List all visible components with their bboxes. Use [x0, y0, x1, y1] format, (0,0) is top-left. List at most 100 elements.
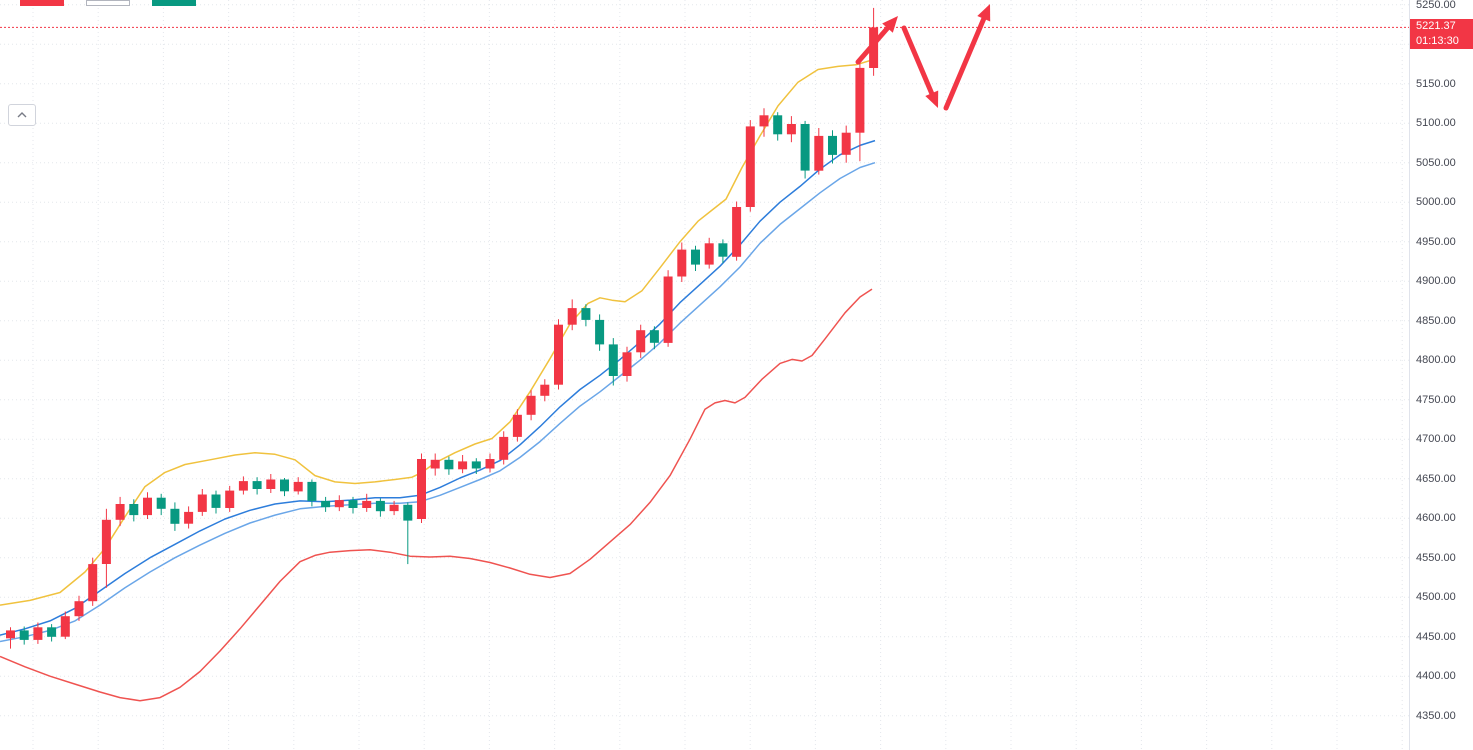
price-axis-label: 4450.00	[1416, 630, 1456, 643]
candle-body	[855, 67, 865, 133]
price-axis-label: 4500.00	[1416, 591, 1456, 604]
candle-body	[321, 500, 331, 508]
price-axis-label: 5150.00	[1416, 77, 1456, 90]
price-axis-label: 5100.00	[1416, 117, 1456, 130]
candle-body	[745, 126, 755, 207]
series-swatch-green[interactable]	[152, 0, 196, 6]
ma-slow-line[interactable]	[0, 161, 876, 643]
candle-body	[608, 344, 618, 376]
candle-body	[403, 504, 413, 521]
candle-body	[663, 276, 673, 343]
candle-body	[238, 481, 248, 491]
candle-body	[677, 249, 687, 277]
price-axis-label: 5050.00	[1416, 156, 1456, 169]
candle-body	[293, 481, 303, 492]
candle-body	[334, 500, 344, 508]
candle-body	[211, 494, 221, 508]
price-axis-label: 4400.00	[1416, 670, 1456, 683]
bar-countdown: 01:13:30	[1416, 35, 1459, 48]
drawing-arrows-layer[interactable]	[855, 4, 991, 111]
candle-body	[280, 479, 289, 492]
candle-body	[170, 508, 180, 524]
candle-body	[526, 395, 536, 415]
candle-body	[74, 601, 84, 617]
series-swatch-white[interactable]	[86, 0, 130, 6]
candle-body	[485, 459, 495, 469]
trend-arrow[interactable]	[943, 16, 987, 111]
candle-body	[225, 490, 235, 508]
candle-body	[143, 497, 152, 516]
candle-body	[554, 324, 563, 385]
candle-body	[828, 135, 837, 155]
candle-body	[595, 319, 605, 345]
candle-body	[156, 497, 166, 509]
candle-body	[101, 519, 111, 564]
candle-body	[417, 459, 426, 519]
price-axis-label: 4800.00	[1416, 354, 1456, 367]
candle-body	[471, 461, 481, 469]
candle-body	[348, 500, 358, 508]
chevron-up-icon	[17, 112, 27, 118]
trend-arrow-head[interactable]	[977, 4, 991, 22]
candle-body	[691, 249, 700, 265]
trend-arrow[interactable]	[901, 25, 935, 96]
bollinger-upper-band[interactable]	[0, 59, 873, 606]
candle-body	[773, 115, 783, 135]
candle-body	[444, 459, 454, 470]
candle-body	[375, 500, 385, 512]
candle-body	[47, 627, 57, 637]
price-axis-label: 4850.00	[1416, 314, 1456, 327]
price-axis-label: 4550.00	[1416, 551, 1456, 564]
price-axis-label: 4950.00	[1416, 235, 1456, 248]
candle-body	[430, 459, 440, 469]
grid-layer	[0, 0, 1409, 750]
price-axis-label: 4350.00	[1416, 709, 1456, 722]
candle-body	[458, 461, 468, 470]
candle-body	[60, 616, 70, 637]
candles-layer[interactable]	[6, 7, 879, 649]
last-price-badge: 5221.37 01:13:30	[1410, 19, 1473, 50]
legend-swatches	[20, 0, 196, 6]
candle-body	[814, 135, 824, 171]
candle-body	[800, 124, 810, 171]
series-swatch-red[interactable]	[20, 0, 64, 6]
trend-arrow-head[interactable]	[882, 16, 898, 33]
price-axis-label: 4650.00	[1416, 472, 1456, 485]
ma-fast-line[interactable]	[0, 139, 876, 636]
candle-body	[6, 630, 15, 639]
candle-body	[540, 384, 550, 396]
candle-body	[786, 124, 796, 135]
candle-body	[389, 504, 399, 512]
price-axis-label: 4700.00	[1416, 433, 1456, 446]
candle-body	[266, 479, 276, 489]
indicator-lines-layer[interactable]	[0, 59, 876, 702]
price-axis-label: 4750.00	[1416, 393, 1456, 406]
price-axis-label: 5250.00	[1416, 0, 1456, 11]
price-axis-label: 4900.00	[1416, 275, 1456, 288]
trend-arrow-head[interactable]	[925, 90, 939, 109]
trend-arrow[interactable]	[855, 25, 890, 65]
candle-body	[362, 500, 372, 508]
candle-body	[759, 115, 769, 127]
price-axis-label: 5000.00	[1416, 196, 1456, 209]
candle-body	[512, 414, 522, 437]
bollinger-lower-band[interactable]	[0, 288, 873, 702]
candle-body	[732, 207, 742, 257]
candle-body	[115, 504, 125, 520]
candle-body	[841, 132, 851, 155]
candle-body	[252, 481, 262, 489]
price-axis-label: 4600.00	[1416, 512, 1456, 525]
candle-body	[581, 308, 591, 320]
candle-body	[499, 436, 509, 460]
collapse-panel-button[interactable]	[8, 104, 36, 126]
candle-body	[19, 630, 29, 640]
candle-body	[88, 564, 98, 602]
price-axis[interactable]: 5221.37 01:13:30 5250.00 5150.00 5100.00 50…	[1409, 0, 1473, 750]
candle-body	[649, 330, 659, 343]
candle-body	[33, 627, 43, 640]
candle-body	[197, 494, 207, 512]
candle-body	[718, 243, 728, 257]
candle-body	[307, 481, 317, 501]
